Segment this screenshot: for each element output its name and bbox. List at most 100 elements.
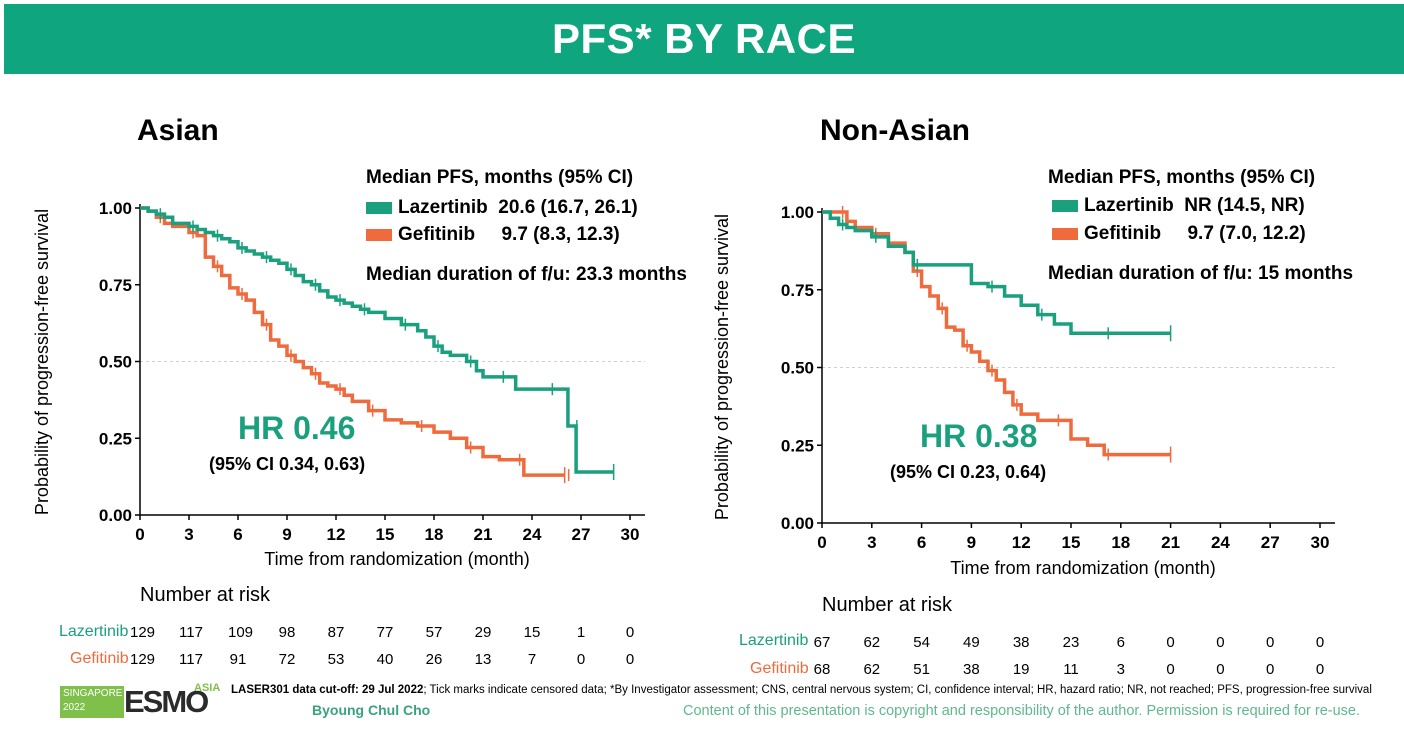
page-title: PFS* BY RACE [552, 15, 856, 62]
risk-label-gefitinib-non-asian: Gefitinib [750, 660, 809, 677]
legend-series-value: 20.6 (16.7, 26.1) [498, 197, 638, 218]
risk-count: 15 [523, 624, 541, 641]
hazard-ratio-ci-non-asian: (95% CI 0.23, 0.64) [890, 462, 1047, 482]
risk-count: 68 [813, 661, 831, 678]
risk-count: 109 [228, 624, 254, 641]
risk-count: 77 [376, 624, 394, 641]
legend-swatch [366, 202, 392, 214]
y-tick-label: 0.75 [99, 276, 132, 295]
x-tick-label: 15 [1062, 533, 1081, 552]
logo-city: SINGAPORE [63, 688, 123, 699]
x-tick-label: 3 [184, 525, 193, 544]
risk-count: 62 [863, 634, 881, 651]
x-tick-label: 6 [917, 533, 926, 552]
risk-count: 13 [474, 651, 492, 668]
legend-swatch [1052, 228, 1078, 240]
footnote-cutoff: LASER301 data cut-off: 29 Jul 2022 [231, 684, 424, 696]
legend-series-name: Lazertinib [398, 197, 488, 218]
x-tick-label: 18 [1111, 533, 1130, 552]
x-tick-label: 3 [867, 533, 876, 552]
y-tick-label: 0.25 [781, 436, 814, 455]
logo-year: 2022 [63, 702, 86, 713]
risk-count: 19 [1012, 661, 1030, 678]
risk-count: 67 [813, 634, 831, 651]
x-tick-label: 12 [1012, 533, 1031, 552]
hazard-ratio-ci-asian: (95% CI 0.34, 0.63) [209, 454, 366, 474]
risk-count: 23 [1062, 634, 1080, 651]
y-tick-label: 1.00 [99, 199, 132, 218]
esmo-asia-logo: SINGAPORE 2022 ESMO ASIA [58, 682, 228, 720]
risk-count: 0 [1166, 634, 1175, 651]
km-curve-lazertinib [822, 210, 1171, 336]
y-tick-label: 1.00 [781, 203, 814, 222]
risk-count: 0 [1266, 661, 1275, 678]
risk-count: 49 [963, 634, 980, 651]
x-tick-label: 24 [1211, 533, 1230, 552]
title-bar: PFS* BY RACE [4, 4, 1404, 74]
logo-region: ASIA [194, 682, 221, 694]
km-curve-gefitinib [140, 206, 565, 477]
followup-non-asian: Median duration of f/u: 15 months [1048, 263, 1354, 284]
footnote: LASER301 data cut-off: 29 Jul 2022; Tick… [231, 684, 1372, 696]
x-tick-label: 27 [572, 525, 591, 544]
x-tick-label: 24 [523, 525, 542, 544]
risk-count: 40 [376, 651, 394, 668]
legend-series-value: NR (14.5, NR) [1184, 195, 1305, 216]
risk-count: 0 [625, 651, 635, 668]
risk-count: 98 [278, 624, 296, 641]
x-tick-label: 6 [233, 525, 242, 544]
x-tick-label: 30 [621, 525, 640, 544]
x-tick-label: 30 [1311, 533, 1330, 552]
risk-count: 1 [576, 624, 586, 641]
risk-count: 11 [1063, 661, 1079, 678]
risk-count: 91 [229, 651, 247, 668]
copyright-notice: Content of this presentation is copyrigh… [683, 703, 1361, 719]
risk-count: 117 [179, 651, 203, 668]
x-tick-label: 0 [817, 533, 826, 552]
chart-title-non-asian: Non-Asian [820, 114, 970, 147]
y-tick-label: 0.75 [781, 281, 814, 300]
x-tick-label: 15 [376, 525, 395, 544]
legend-title-asian: Median PFS, months (95% CI) [366, 167, 634, 188]
risk-count: 7 [527, 651, 537, 668]
risk-count: 38 [1012, 634, 1030, 651]
km-curve-lazertinib [140, 206, 614, 474]
km-chart-non-asian: 0.00 0.25 0.50 0.75 1.00 0 3 6 9 12 15 18 21 24 27 30 Ti… [712, 203, 1335, 578]
legend-item-lazertinib-non-asian: Lazertinib NR (14.5, NR) [1052, 195, 1305, 217]
y-tick-label: 0.00 [781, 514, 814, 533]
risk-count: 129 [130, 624, 156, 641]
risk-count: 57 [425, 624, 443, 641]
y-tick-label: 0.25 [99, 429, 132, 448]
risk-count: 72 [278, 651, 296, 668]
legend-series-name: Lazertinib [1084, 195, 1174, 216]
logo-brand: ESMO [124, 684, 209, 719]
risk-count: 0 [1216, 634, 1225, 651]
risk-count: 0 [1266, 634, 1275, 651]
risk-count: 117 [179, 624, 203, 641]
legend-item-lazertinib-asian: Lazertinib 20.6 (16.7, 26.1) [366, 197, 638, 219]
km-chart-asian: 0.00 0.25 0.50 0.75 1.00 0 3 6 9 12 15 18 21 24 27 30 Ti… [32, 199, 645, 569]
risk-count: 87 [327, 624, 345, 641]
risk-count: 3 [1116, 661, 1125, 678]
legend-series-value: 9.7 (8.3, 12.3) [501, 224, 620, 245]
x-tick-label: 0 [135, 525, 144, 544]
risk-table-title-asian: Number at risk [140, 584, 271, 606]
risk-label-gefitinib-asian: Gefitinib [70, 650, 129, 667]
legend-swatch [1052, 200, 1078, 212]
legend-series-value: 9.7 (7.0, 12.2) [1187, 223, 1306, 244]
x-axis-label: Time from randomization (month) [950, 558, 1215, 578]
risk-count: 29 [474, 624, 492, 641]
legend-item-gefitinib-asian: Gefitinib 9.7 (8.3, 12.3) [366, 224, 620, 246]
y-axis-label: Probability of progression-free survival [32, 209, 52, 515]
legend-swatch [366, 229, 392, 241]
x-tick-label: 21 [474, 525, 493, 544]
y-tick-label: 0.50 [781, 359, 814, 378]
risk-label-lazertinib-asian: Lazertinib [59, 623, 129, 640]
x-tick-label: 18 [425, 525, 444, 544]
author-name: Byoung Chul Cho [312, 702, 431, 718]
risk-count: 0 [1315, 634, 1325, 651]
footnote-text: ; Tick marks indicate censored data; *By… [423, 684, 1372, 696]
risk-count: 53 [327, 651, 345, 668]
y-tick-label: 0.00 [99, 506, 132, 525]
risk-count: 0 [1166, 661, 1175, 678]
